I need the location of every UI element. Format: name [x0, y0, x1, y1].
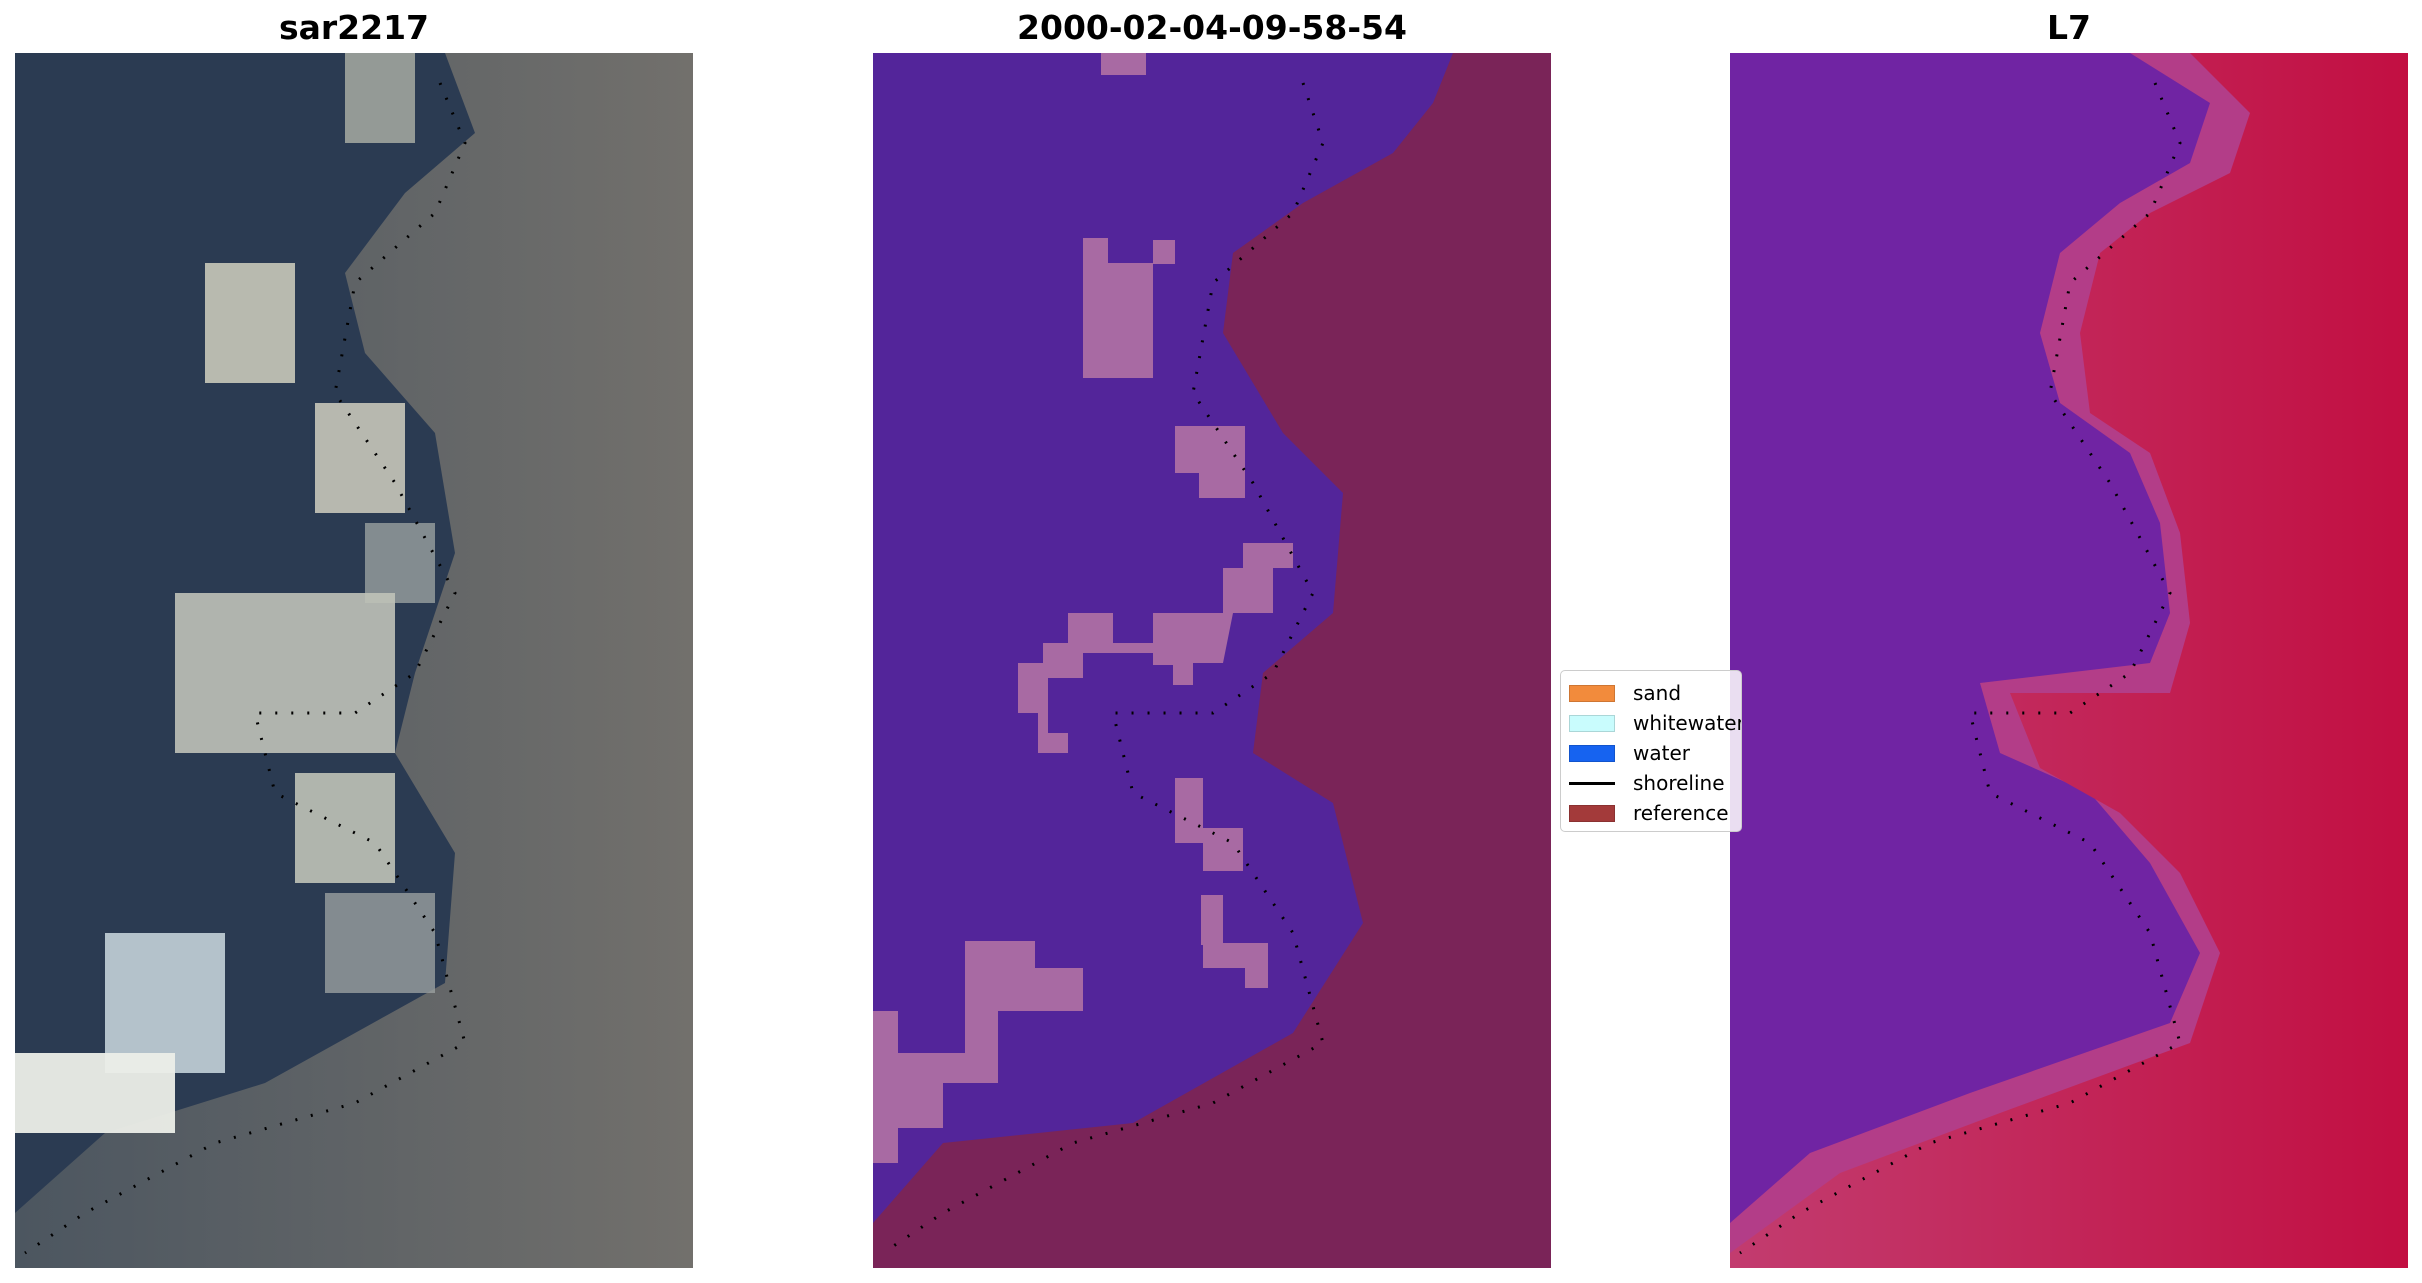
rgb-image-panel: [15, 53, 693, 1268]
shoreline-line-swatch: [1569, 781, 1615, 785]
classification-image: [873, 53, 1551, 1268]
mndwi-image-panel: [1730, 53, 2408, 1268]
classification-image-panel: [873, 53, 1551, 1268]
legend-label-water: water: [1633, 741, 1690, 765]
reference-swatch: [1569, 804, 1615, 822]
legend-item-sand: sand: [1569, 680, 1681, 706]
legend-label-reference: reference: [1633, 801, 1729, 825]
panel-title-classification: 2000-02-04-09-58-54: [1017, 8, 1407, 47]
panel-title-rgb: sar2217: [278, 8, 430, 47]
whitewater-swatch: [1569, 714, 1615, 732]
mndwi-image: [1730, 53, 2408, 1268]
legend-item-whitewater: whitewater: [1569, 710, 1742, 736]
legend: sand whitewater water shoreline referenc…: [1560, 670, 1742, 832]
legend-item-water: water: [1569, 740, 1690, 766]
legend-label-shoreline: shoreline: [1633, 771, 1725, 795]
panel-title-mndwi: L7: [2047, 8, 2091, 47]
water-swatch: [1569, 744, 1615, 762]
legend-item-shoreline: shoreline: [1569, 770, 1725, 796]
legend-label-sand: sand: [1633, 681, 1682, 705]
legend-label-whitewater: whitewater: [1633, 711, 1742, 735]
rgb-image: [15, 53, 693, 1268]
legend-item-reference: reference: [1569, 800, 1729, 826]
sand-swatch: [1569, 684, 1615, 702]
